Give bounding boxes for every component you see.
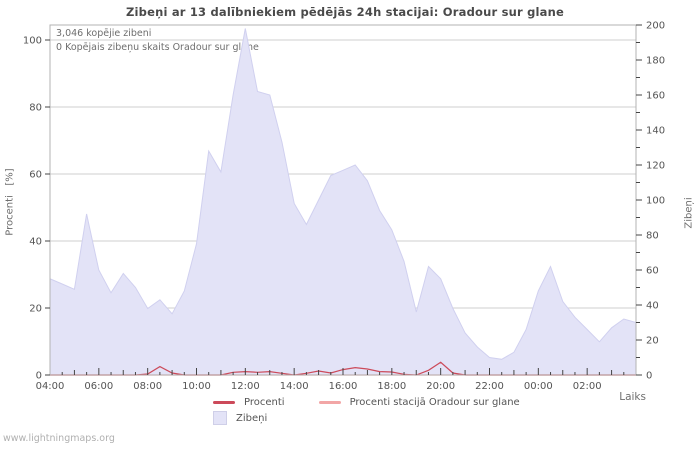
legend: Procenti Procenti stacijā Oradour sur gl… (213, 397, 520, 425)
x-tick-label: 16:00 (329, 381, 358, 392)
legend-label-procenti-station: Procenti stacijā Oradour sur glane (349, 397, 520, 408)
x-tick-label: 08:00 (133, 381, 162, 392)
right-tick-label: 40 (646, 301, 659, 312)
x-tick-label: 06:00 (84, 381, 113, 392)
right-tick-label: 60 (646, 266, 659, 277)
x-axis-title: Laiks (619, 391, 646, 403)
zibeni-area-series (49, 28, 637, 376)
legend-label-zibeni: Zibeņi (236, 412, 268, 424)
left-tick-label: 80 (29, 103, 42, 114)
x-tick-label: 04:00 (36, 381, 65, 392)
left-tick-label: 60 (29, 170, 42, 181)
x-tick-label: 22:00 (475, 381, 504, 392)
right-tick-label: 200 (646, 21, 665, 32)
left-tick-label: 100 (23, 36, 42, 47)
legend-item-zibeni: Zibeņi (213, 411, 285, 425)
right-tick-label: 120 (646, 161, 665, 172)
x-tick-label: 12:00 (231, 381, 260, 392)
x-tick-label: 20:00 (426, 381, 455, 392)
x-tick-label: 02:00 (573, 381, 602, 392)
right-tick-label: 140 (646, 126, 665, 137)
legend-item-procenti-station: Procenti stacijā Oradour sur glane (318, 397, 520, 408)
right-tick-label: 160 (646, 91, 665, 102)
legend-label-procenti: Procenti (244, 397, 285, 408)
procenti-line-swatch (213, 401, 235, 404)
watermark: www.lightningmaps.org (3, 433, 115, 444)
zibeni-area-swatch (213, 411, 227, 425)
left-tick-label: 20 (29, 304, 42, 315)
annotation-total-strikes: 3,046 kopējie zibeni (56, 28, 152, 39)
left-tick-label: 40 (29, 237, 42, 248)
chart-title: Zibeņi ar 13 dalībniekiem pēdējās 24h st… (125, 5, 565, 19)
x-tick-label: 00:00 (524, 381, 553, 392)
right-tick-label: 20 (646, 336, 659, 347)
right-tick-label: 180 (646, 56, 665, 67)
right-tick-label: 0 (646, 371, 652, 382)
x-tick-label: 18:00 (377, 381, 406, 392)
annotation-station-strikes: 0 Kopējais zibeņu skaits Oradour sur gla… (56, 42, 259, 53)
x-tick-label: 10:00 (182, 381, 211, 392)
station-line-swatch (318, 401, 341, 404)
left-tick-label: 0 (36, 371, 42, 382)
legend-item-procenti: Procenti (213, 397, 285, 408)
right-tick-label: 100 (646, 196, 665, 207)
x-tick-label: 14:00 (280, 381, 309, 392)
right-tick-label: 80 (646, 231, 659, 242)
